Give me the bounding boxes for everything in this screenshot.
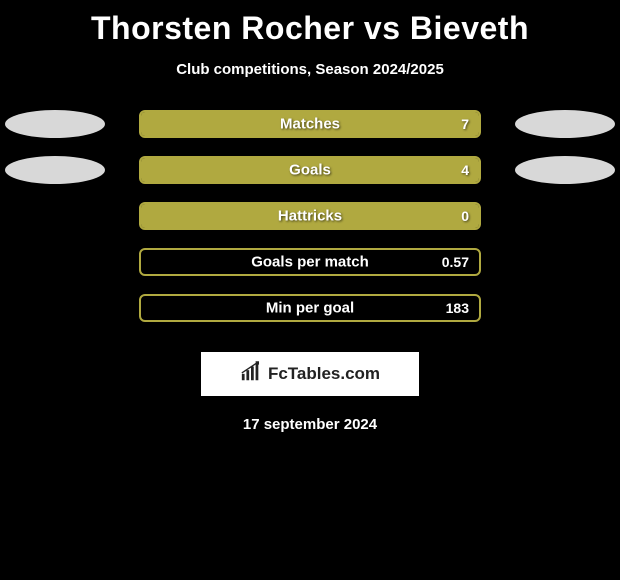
stat-row: Goals 4 (5, 156, 615, 184)
stat-bar: Matches 7 (139, 110, 481, 138)
stat-row: Matches 7 (5, 110, 615, 138)
left-ellipse (5, 156, 105, 184)
stat-bar: Hattricks 0 (139, 202, 481, 230)
bar-label: Min per goal (266, 300, 354, 317)
bar-label: Matches (280, 116, 340, 133)
date-label: 17 september 2024 (0, 416, 620, 433)
page-title: Thorsten Rocher vs Bieveth (0, 0, 620, 47)
bar-value: 183 (446, 300, 469, 316)
bar-value: 0 (461, 208, 469, 224)
branding-box: FcTables.com (201, 352, 419, 396)
bar-label: Hattricks (278, 208, 342, 225)
stat-row: Min per goal 183 (5, 294, 615, 322)
stat-bar: Min per goal 183 (139, 294, 481, 322)
stat-bar: Goals per match 0.57 (139, 248, 481, 276)
bar-value: 4 (461, 162, 469, 178)
stat-bar: Goals 4 (139, 156, 481, 184)
right-ellipse (515, 110, 615, 138)
stats-container: Matches 7 Goals 4 Hattricks 0 Goals per match 0… (0, 110, 620, 322)
stat-row: Hattricks 0 (5, 202, 615, 230)
barchart-icon (240, 361, 262, 388)
bar-value: 0.57 (442, 254, 469, 270)
bar-value: 7 (461, 116, 469, 132)
subtitle: Club competitions, Season 2024/2025 (0, 61, 620, 78)
left-ellipse (5, 110, 105, 138)
branding-text: FcTables.com (268, 364, 380, 384)
stat-row: Goals per match 0.57 (5, 248, 615, 276)
bar-label: Goals per match (251, 254, 369, 271)
right-ellipse (515, 156, 615, 184)
bar-label: Goals (289, 162, 331, 179)
